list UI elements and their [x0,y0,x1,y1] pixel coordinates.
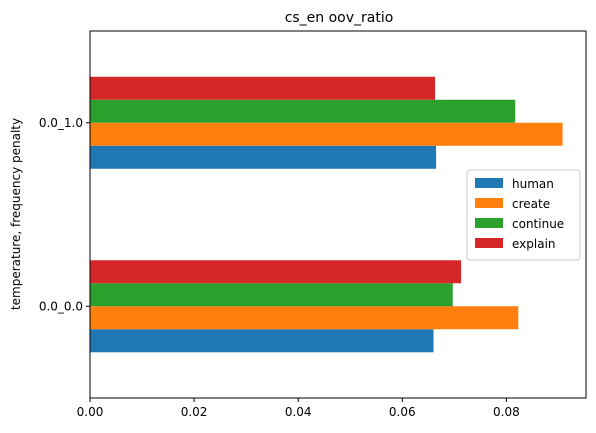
x-tick-label: 0.04 [285,405,312,419]
legend-label-continue: continue [512,217,564,231]
plot-frame [89,30,587,399]
bar-continue-0.0_1.0 [90,99,516,123]
legend-swatch-explain [475,238,503,248]
bar-create-0.0_0.0 [90,306,519,330]
y-tick-label: 0.0_0.0 [39,299,83,313]
chart-title: cs_en oov_ratio [285,10,394,26]
x-tick-label: 0.02 [181,405,208,419]
x-tick-label: 0.06 [389,405,416,419]
bar-create-0.0_1.0 [90,122,563,146]
y-tick-label: 0.0_1.0 [39,116,83,130]
bar-explain-0.0_0.0 [90,260,462,284]
bar-human-0.0_1.0 [90,145,437,169]
legend-label-explain: explain [512,237,556,251]
x-tick-label: 0.08 [493,405,520,419]
y-axis-label: temperature, frequency penalty [9,118,23,310]
bar-human-0.0_0.0 [90,329,434,353]
legend-label-human: human [512,177,554,191]
legend-swatch-continue [475,218,503,228]
bars-group [90,76,563,353]
x-axis: 0.00 0.02 0.04 0.06 0.08 [77,398,520,419]
legend-swatch-human [475,178,503,188]
y-axis: 0.0_0.0 0.0_1.0 [39,116,90,313]
legend-box [466,169,581,261]
legend-swatch-create [475,198,503,208]
bar-continue-0.0_0.0 [90,283,453,307]
x-tick-label: 0.00 [77,405,104,419]
legend-label-create: create [512,197,550,211]
bar-explain-0.0_1.0 [90,76,436,100]
legend: human create continue explain [466,169,581,261]
